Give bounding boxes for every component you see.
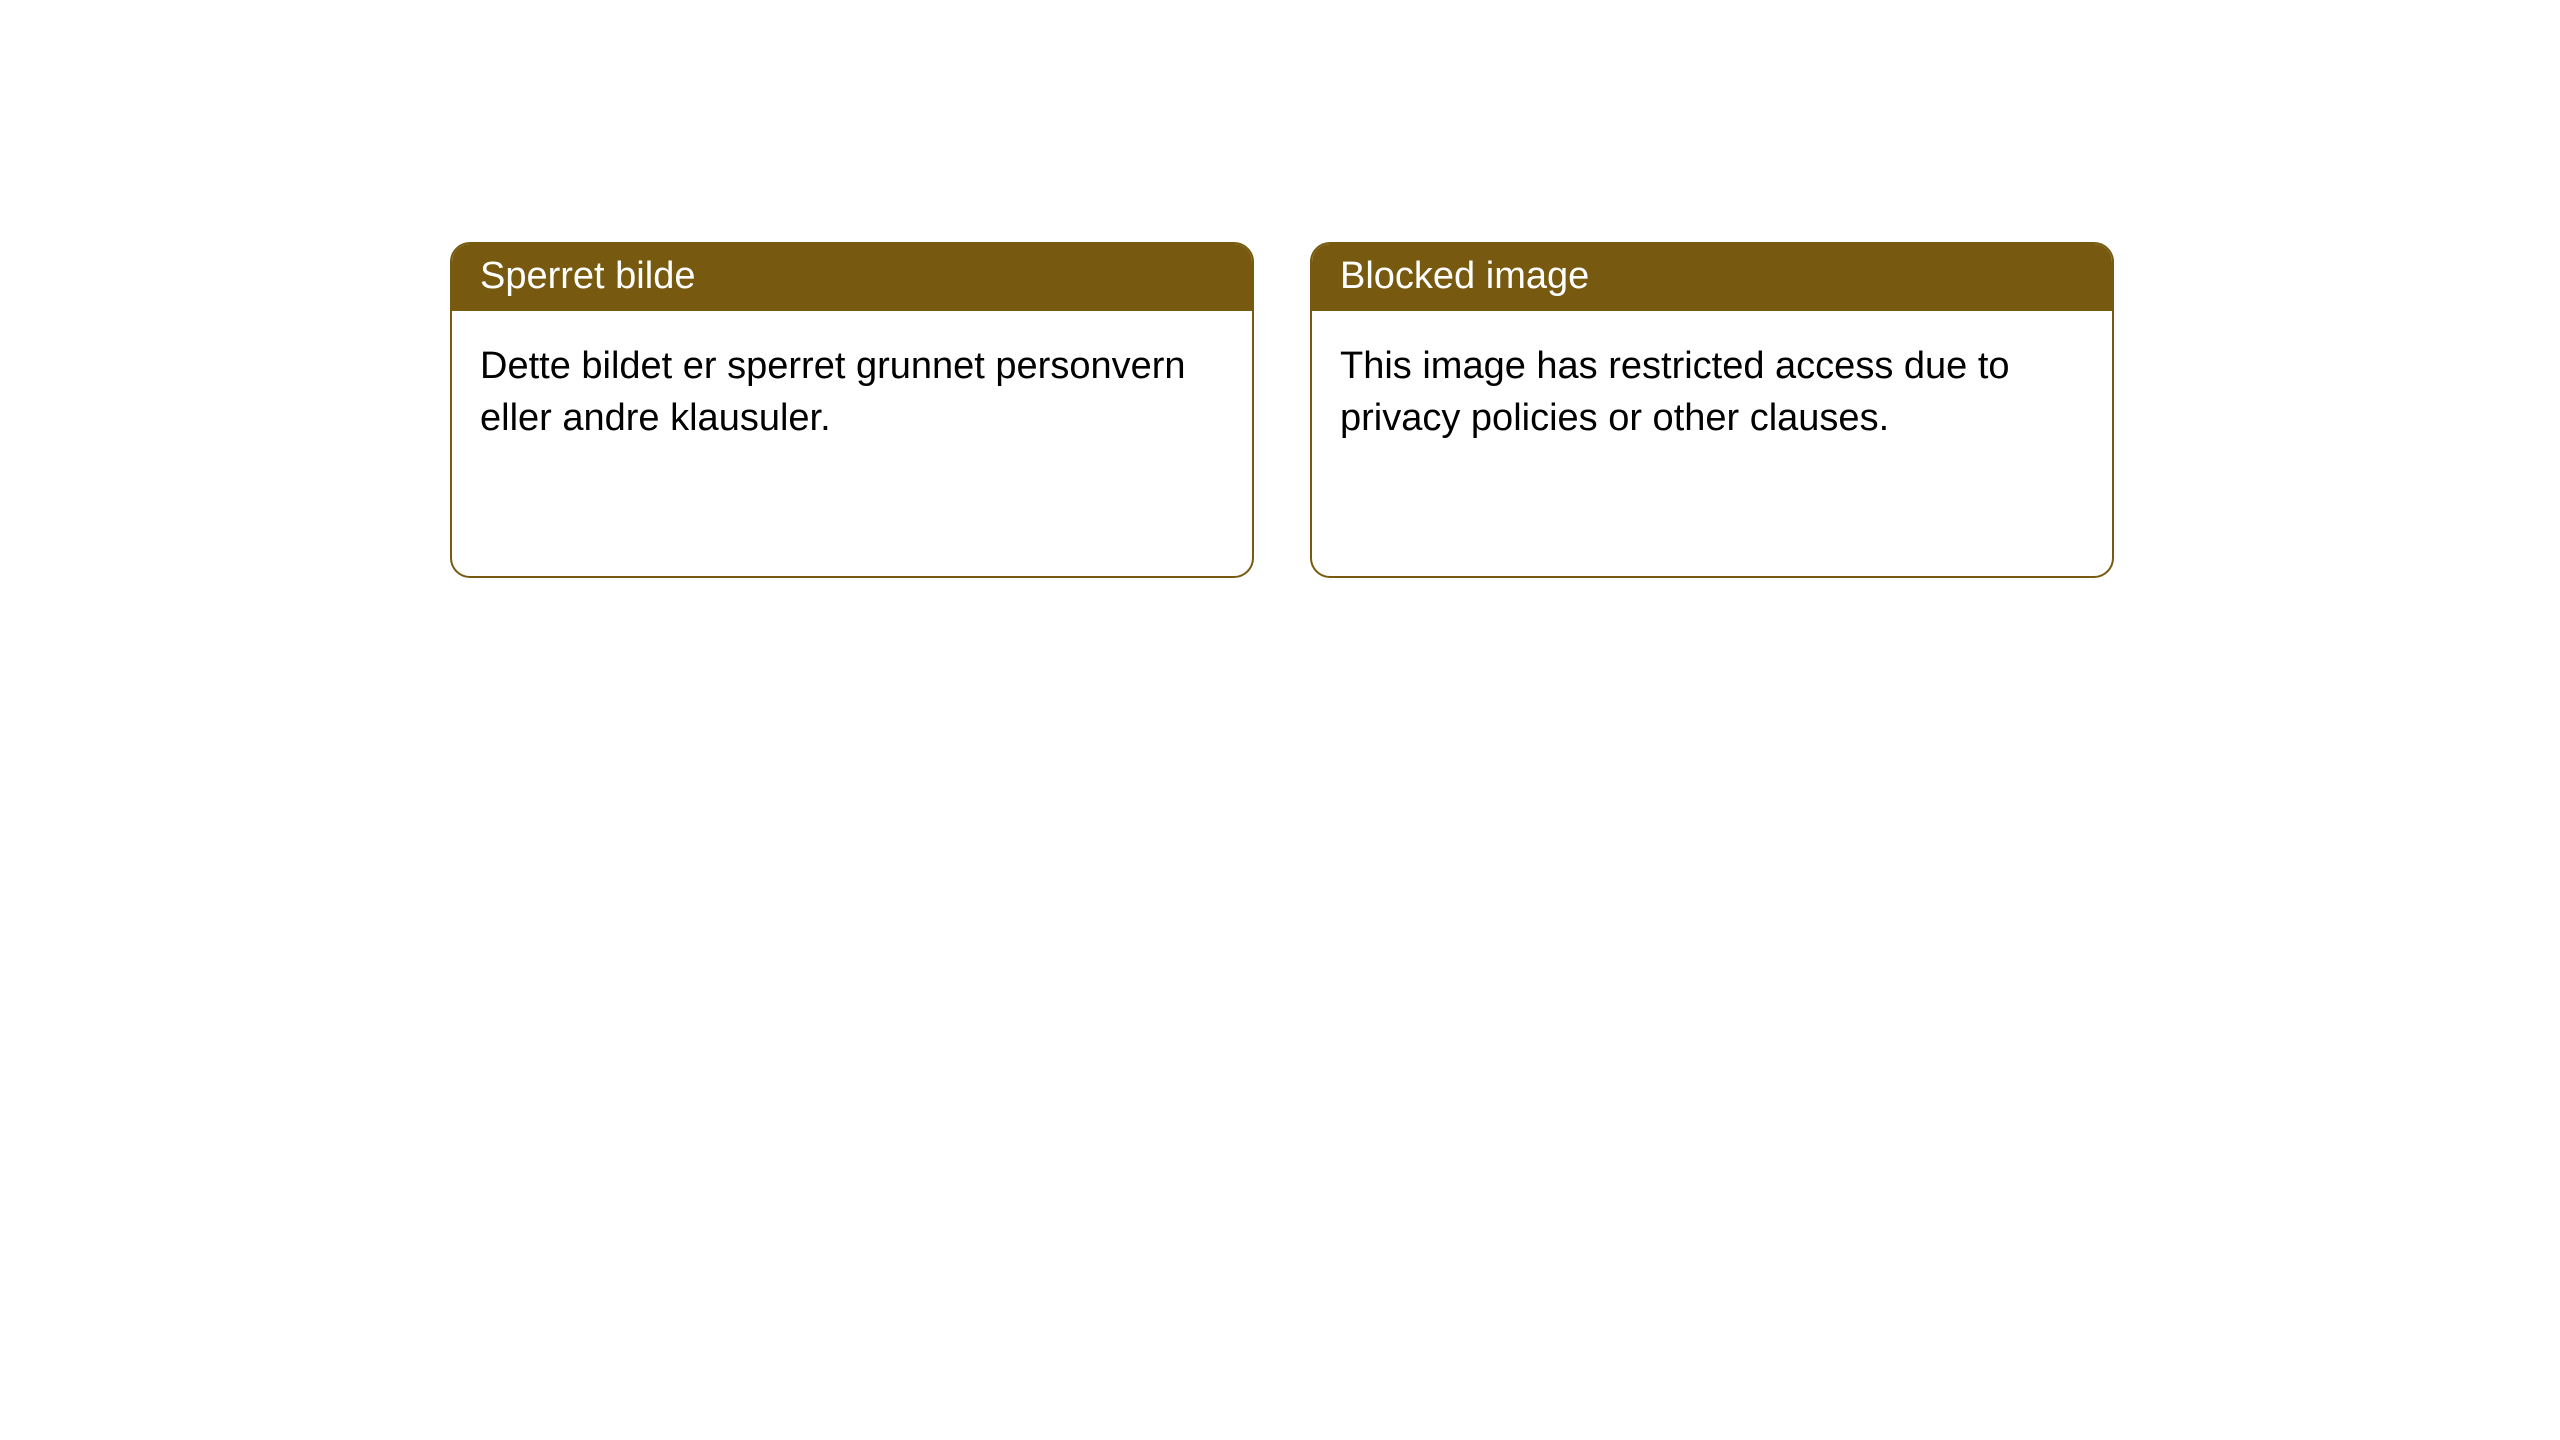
notice-message: This image has restricted access due to …: [1312, 311, 2112, 464]
notice-title: Blocked image: [1312, 244, 2112, 311]
notice-message: Dette bildet er sperret grunnet personve…: [452, 311, 1252, 464]
notice-card-no: Sperret bilde Dette bildet er sperret gr…: [450, 242, 1254, 578]
notice-card-en: Blocked image This image has restricted …: [1310, 242, 2114, 578]
notice-title: Sperret bilde: [452, 244, 1252, 311]
notice-container: Sperret bilde Dette bildet er sperret gr…: [0, 0, 2560, 578]
